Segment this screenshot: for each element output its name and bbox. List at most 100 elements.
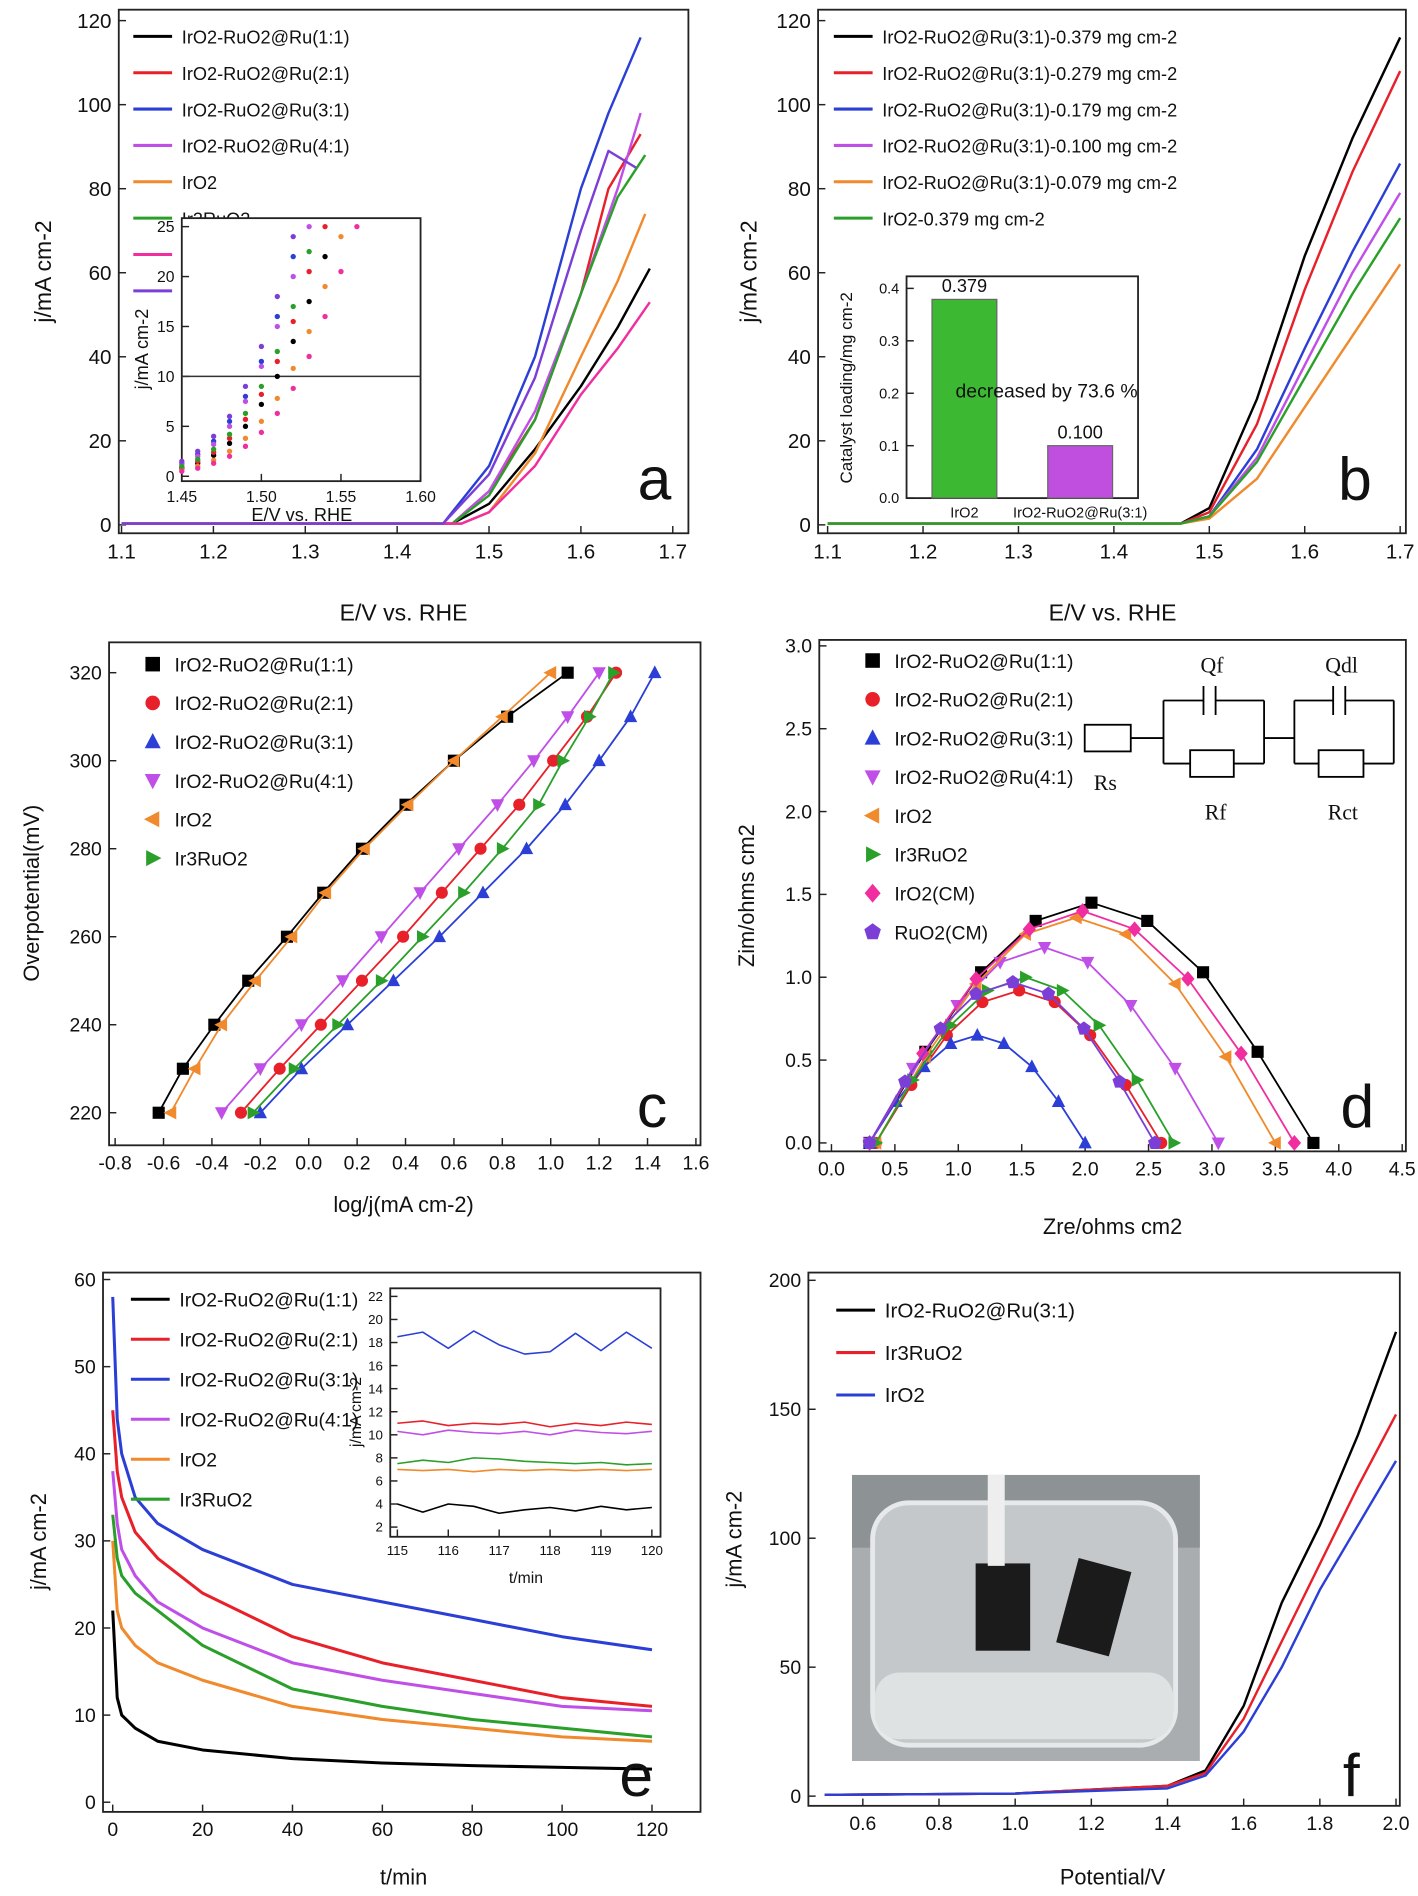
marker bbox=[1029, 914, 1042, 927]
y-tick-label: 0 bbox=[799, 514, 810, 537]
legend-label: Ir3RuO2 bbox=[885, 1342, 963, 1365]
marker bbox=[474, 842, 487, 855]
marker bbox=[294, 1019, 309, 1033]
marker bbox=[253, 1105, 267, 1119]
y-tick-label: 4 bbox=[376, 1497, 384, 1512]
legend-label: IrO2-RuO2@Ru(3:1)-0.279 mg cm-2 bbox=[882, 64, 1177, 84]
plot-frame bbox=[807, 1271, 1401, 1807]
marker bbox=[306, 248, 312, 255]
series-line bbox=[111, 1610, 653, 1771]
marker bbox=[452, 843, 466, 856]
marker bbox=[306, 328, 312, 335]
series-line bbox=[397, 1468, 652, 1473]
y-tick-label: 80 bbox=[788, 178, 811, 201]
series-line bbox=[111, 1540, 653, 1743]
y-tick-label: 2.5 bbox=[785, 719, 812, 741]
marker bbox=[247, 1106, 261, 1120]
legend-label: IrO2-0.379 mg cm-2 bbox=[882, 209, 1044, 229]
marker bbox=[413, 887, 427, 900]
x-tick-label: 4.5 bbox=[1389, 1159, 1416, 1181]
legend-label: IrO2-RuO2@Ru(2:1) bbox=[894, 690, 1073, 712]
bar-value-label: 0.379 bbox=[942, 276, 987, 296]
y-tick-label: 14 bbox=[368, 1381, 383, 1396]
marker bbox=[533, 798, 546, 812]
y-tick-label: 10 bbox=[368, 1427, 383, 1442]
marker bbox=[226, 431, 233, 437]
legend-label: RuO2(CM) bbox=[894, 922, 988, 944]
circuit-label: Qf bbox=[1200, 654, 1224, 678]
marker bbox=[1078, 1135, 1092, 1149]
marker bbox=[1056, 983, 1070, 998]
y-axis-label: j/mA cm-2 bbox=[735, 220, 761, 323]
x-tick-label: 0.8 bbox=[926, 1813, 953, 1835]
marker bbox=[258, 343, 265, 350]
series-line bbox=[111, 1296, 653, 1652]
x-tick-label: 0.5 bbox=[881, 1159, 908, 1181]
marker bbox=[1127, 921, 1142, 938]
legend-label: Ir3RuO2 bbox=[894, 845, 967, 867]
marker bbox=[338, 268, 344, 275]
marker bbox=[1118, 927, 1132, 941]
marker bbox=[1075, 903, 1090, 919]
x-tick-label: 0 bbox=[107, 1819, 118, 1841]
panel-label: d bbox=[1341, 1072, 1375, 1140]
plot-frame bbox=[180, 217, 422, 483]
circuit-resistor bbox=[1189, 749, 1235, 778]
x-tick-label: 2.5 bbox=[1135, 1159, 1162, 1181]
y-tick-label: 0.1 bbox=[879, 439, 899, 455]
legend-marker bbox=[864, 883, 881, 903]
marker bbox=[1131, 1073, 1145, 1087]
marker bbox=[179, 468, 185, 474]
marker bbox=[274, 373, 280, 380]
marker bbox=[340, 1017, 355, 1031]
marker bbox=[226, 435, 233, 441]
marker bbox=[242, 416, 249, 423]
marker bbox=[258, 401, 265, 408]
y-tick-label: 240 bbox=[69, 1015, 102, 1037]
legend-label: IrO2 bbox=[175, 810, 213, 832]
panel-label: c bbox=[637, 1072, 667, 1140]
y-tick-label: 120 bbox=[77, 10, 111, 33]
legend-marker bbox=[865, 653, 880, 668]
legend-marker bbox=[865, 692, 880, 707]
marker bbox=[274, 395, 280, 402]
y-axis-label: j/mA cm-2 bbox=[30, 220, 56, 323]
y-tick-label: 1.0 bbox=[785, 967, 812, 989]
marker bbox=[1112, 1074, 1127, 1088]
marker bbox=[258, 383, 265, 390]
marker bbox=[1218, 1050, 1232, 1064]
x-tick-label: 2.0 bbox=[1383, 1813, 1410, 1835]
x-tick-label: 0.6 bbox=[440, 1153, 467, 1175]
x-tick-label: -0.8 bbox=[98, 1153, 131, 1175]
marker bbox=[592, 753, 606, 767]
x-tick-label: 1.0 bbox=[945, 1159, 972, 1181]
x-tick-label: 0.0 bbox=[818, 1159, 845, 1181]
x-tick-label: 60 bbox=[372, 1819, 394, 1841]
y-tick-label: 30 bbox=[74, 1531, 96, 1553]
marker bbox=[290, 303, 296, 310]
marker bbox=[248, 974, 261, 988]
legend-label: IrO2-RuO2@Ru(3:1) bbox=[182, 100, 350, 120]
marker bbox=[322, 253, 328, 260]
legend-label: IrO2-RuO2@Ru(2:1) bbox=[182, 64, 350, 84]
legend-marker bbox=[863, 807, 880, 824]
marker bbox=[623, 709, 638, 723]
photo-holder bbox=[987, 1474, 1005, 1566]
marker bbox=[306, 268, 312, 275]
x-tick-label: 0.6 bbox=[849, 1813, 876, 1835]
y-tick-label: 0 bbox=[166, 469, 175, 486]
x-tick-label: 1.60 bbox=[405, 489, 436, 506]
legend-marker bbox=[144, 732, 161, 749]
legend-label: IrO2-RuO2@Ru(3:1) bbox=[179, 1369, 358, 1391]
bar-value-label: 0.100 bbox=[1057, 422, 1102, 442]
y-tick-label: 12 bbox=[368, 1404, 383, 1419]
marker bbox=[195, 465, 201, 471]
legend-label: IrO2-RuO2@Ru(3:1)-0.079 mg cm-2 bbox=[882, 173, 1177, 193]
marker bbox=[1093, 1018, 1107, 1032]
x-axis-label: Potential/V bbox=[1060, 1865, 1166, 1890]
x-tick-label: 1.55 bbox=[326, 489, 357, 506]
marker bbox=[242, 410, 249, 417]
legend-label: IrO2-RuO2@Ru(3:1) bbox=[894, 728, 1073, 750]
fit-line bbox=[868, 981, 1156, 1144]
marker bbox=[898, 1074, 912, 1088]
